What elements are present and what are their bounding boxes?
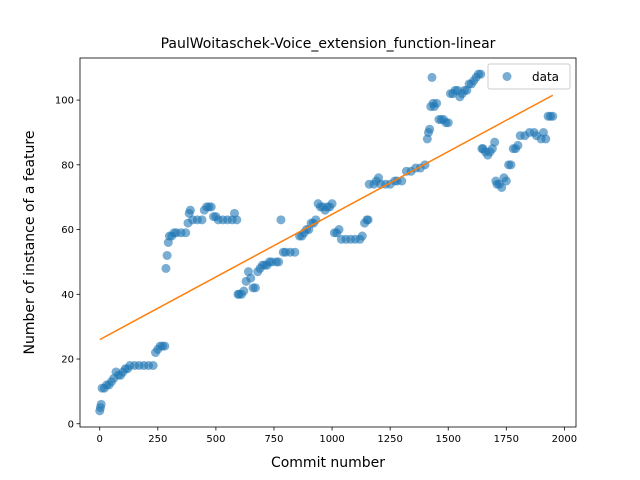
y-axis-label: Number of instance of a feature xyxy=(22,131,38,355)
data-point xyxy=(162,250,172,260)
plot-area xyxy=(95,69,558,416)
data-point xyxy=(160,341,170,351)
legend-marker-data xyxy=(502,72,512,81)
x-tick-label: 1250 xyxy=(377,434,402,445)
x-axis-ticks: 0 250 500 750 1000 1250 1500 1750 2000 xyxy=(97,427,577,445)
legend: data xyxy=(487,63,571,90)
data-point xyxy=(513,140,523,150)
y-tick-label: 0 xyxy=(68,419,74,430)
data-point xyxy=(161,263,171,273)
data-point xyxy=(197,215,207,225)
x-tick-label: 2000 xyxy=(552,434,577,445)
data-point xyxy=(239,286,249,296)
legend-label-data: data xyxy=(532,70,559,84)
legend-box xyxy=(487,63,571,90)
data-point xyxy=(541,134,551,144)
data-point xyxy=(497,182,507,192)
data-point xyxy=(206,202,216,212)
y-axis-ticks: 0 20 40 60 80 100 xyxy=(55,96,80,430)
x-tick-label: 1000 xyxy=(319,434,344,445)
x-tick-label: 750 xyxy=(264,434,283,445)
x-tick-label: 500 xyxy=(206,434,225,445)
data-point xyxy=(290,247,300,257)
data-point xyxy=(276,215,286,225)
data-point xyxy=(363,215,373,225)
data-point xyxy=(490,137,500,147)
x-tick-label: 0 xyxy=(97,434,103,445)
x-axis-label: Commit number xyxy=(271,455,385,471)
data-point xyxy=(427,72,437,82)
data-point xyxy=(181,228,191,238)
data-point xyxy=(327,199,337,209)
x-tick-label: 1500 xyxy=(435,434,460,445)
y-tick-label: 20 xyxy=(61,355,74,366)
y-tick-label: 60 xyxy=(61,225,74,236)
x-tick-label: 1750 xyxy=(494,434,519,445)
y-tick-label: 100 xyxy=(55,96,74,107)
data-point xyxy=(185,205,195,215)
y-tick-label: 80 xyxy=(61,160,74,171)
data-point xyxy=(425,124,435,134)
data-point xyxy=(506,160,516,170)
linear-fit-line xyxy=(99,94,554,341)
data-point xyxy=(432,98,442,108)
data-point xyxy=(96,399,106,409)
data-point xyxy=(548,111,558,121)
data-point xyxy=(334,225,344,235)
data-point xyxy=(232,215,242,225)
data-point xyxy=(274,257,284,267)
chart-title: PaulWoitaschek-Voice_extension_function-… xyxy=(161,36,496,52)
data-point xyxy=(250,283,260,293)
data-point xyxy=(357,231,367,241)
y-tick-label: 40 xyxy=(61,290,74,301)
data-point xyxy=(501,176,511,186)
data-point xyxy=(246,273,256,283)
axes-frame xyxy=(79,57,577,428)
data-point xyxy=(476,69,486,79)
x-tick-label: 250 xyxy=(148,434,167,445)
data-point xyxy=(443,118,453,128)
data-point xyxy=(148,361,158,370)
